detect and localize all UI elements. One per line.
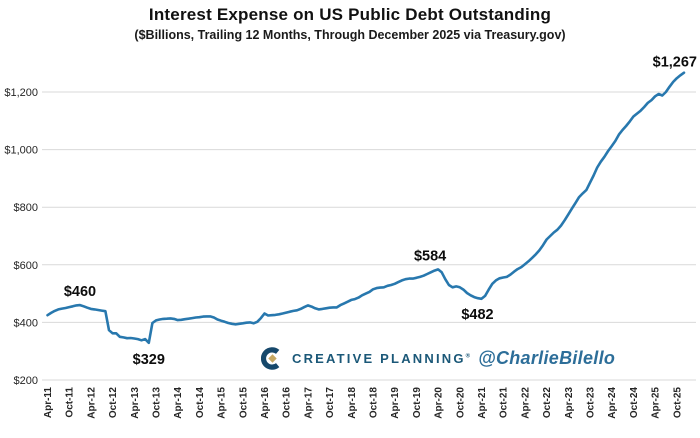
- x-tick-label: Oct-17: [325, 387, 336, 419]
- y-tick-label: $1,200: [4, 87, 38, 99]
- x-tick-label: Oct-21: [499, 387, 510, 419]
- y-tick-label: $600: [14, 260, 38, 272]
- x-tick-label: Apr-23: [564, 387, 575, 419]
- y-tick-label: $1,000: [4, 145, 38, 157]
- x-tick-label: Oct-13: [152, 387, 163, 419]
- registered-mark: ®: [465, 353, 471, 360]
- x-tick-label: Apr-21: [477, 387, 488, 419]
- x-tick-label: Oct-19: [412, 387, 423, 419]
- y-tick-label: $200: [14, 375, 38, 387]
- x-tick-label: Apr-11: [43, 387, 54, 419]
- watermark: CREATIVE PLANNING® @CharlieBilello: [261, 343, 615, 373]
- x-tick-label: Oct-18: [369, 387, 380, 419]
- x-tick-label: Oct-24: [629, 387, 640, 419]
- x-tick-label: Apr-25: [651, 387, 662, 419]
- x-tick-label: Apr-14: [173, 387, 184, 419]
- x-tick-label: Oct-16: [282, 387, 293, 419]
- x-tick-label: Apr-18: [347, 387, 358, 419]
- x-tick-label: Apr-22: [520, 387, 531, 419]
- x-tick-label: Oct-15: [238, 387, 249, 419]
- x-tick-label: Oct-25: [672, 387, 683, 419]
- data-annotation: $460: [64, 284, 96, 300]
- data-line: [46, 71, 686, 345]
- data-annotation: $329: [133, 352, 165, 368]
- x-tick-label: Apr-12: [86, 387, 97, 419]
- x-tick-label: Oct-23: [586, 387, 597, 419]
- data-annotation: $1,267: [653, 55, 697, 71]
- x-tick-label: Apr-17: [303, 387, 314, 419]
- chart-title: Interest Expense on US Public Debt Outst…: [148, 5, 552, 24]
- brand-text: CREATIVE PLANNING: [292, 350, 466, 366]
- x-tick-label: Oct-12: [108, 387, 119, 419]
- chart-subtitle: ($Billions, Trailing 12 Months, Through …: [134, 28, 566, 42]
- x-tick-label: Apr-20: [434, 387, 445, 419]
- data-annotation: $482: [461, 307, 493, 323]
- x-tick-label: Oct-20: [455, 387, 466, 419]
- x-tick-label: Oct-14: [195, 387, 206, 419]
- x-tick-label: Oct-11: [65, 387, 76, 418]
- data-annotation: $584: [414, 248, 446, 264]
- y-tick-label: $400: [14, 317, 38, 329]
- x-tick-label: Apr-15: [217, 387, 228, 419]
- creative-planning-wordmark: CREATIVE PLANNING®: [292, 351, 470, 366]
- x-tick-label: Oct-22: [542, 387, 553, 419]
- x-tick-label: Apr-19: [390, 387, 401, 419]
- charliebilello-handle: @CharlieBilello: [478, 347, 616, 368]
- x-tick-label: Apr-13: [130, 387, 141, 419]
- creative-planning-logo-icon: [261, 346, 280, 370]
- x-tick-label: Apr-24: [607, 387, 618, 419]
- x-tick-label: Apr-16: [260, 387, 271, 419]
- y-tick-label: $800: [14, 202, 38, 214]
